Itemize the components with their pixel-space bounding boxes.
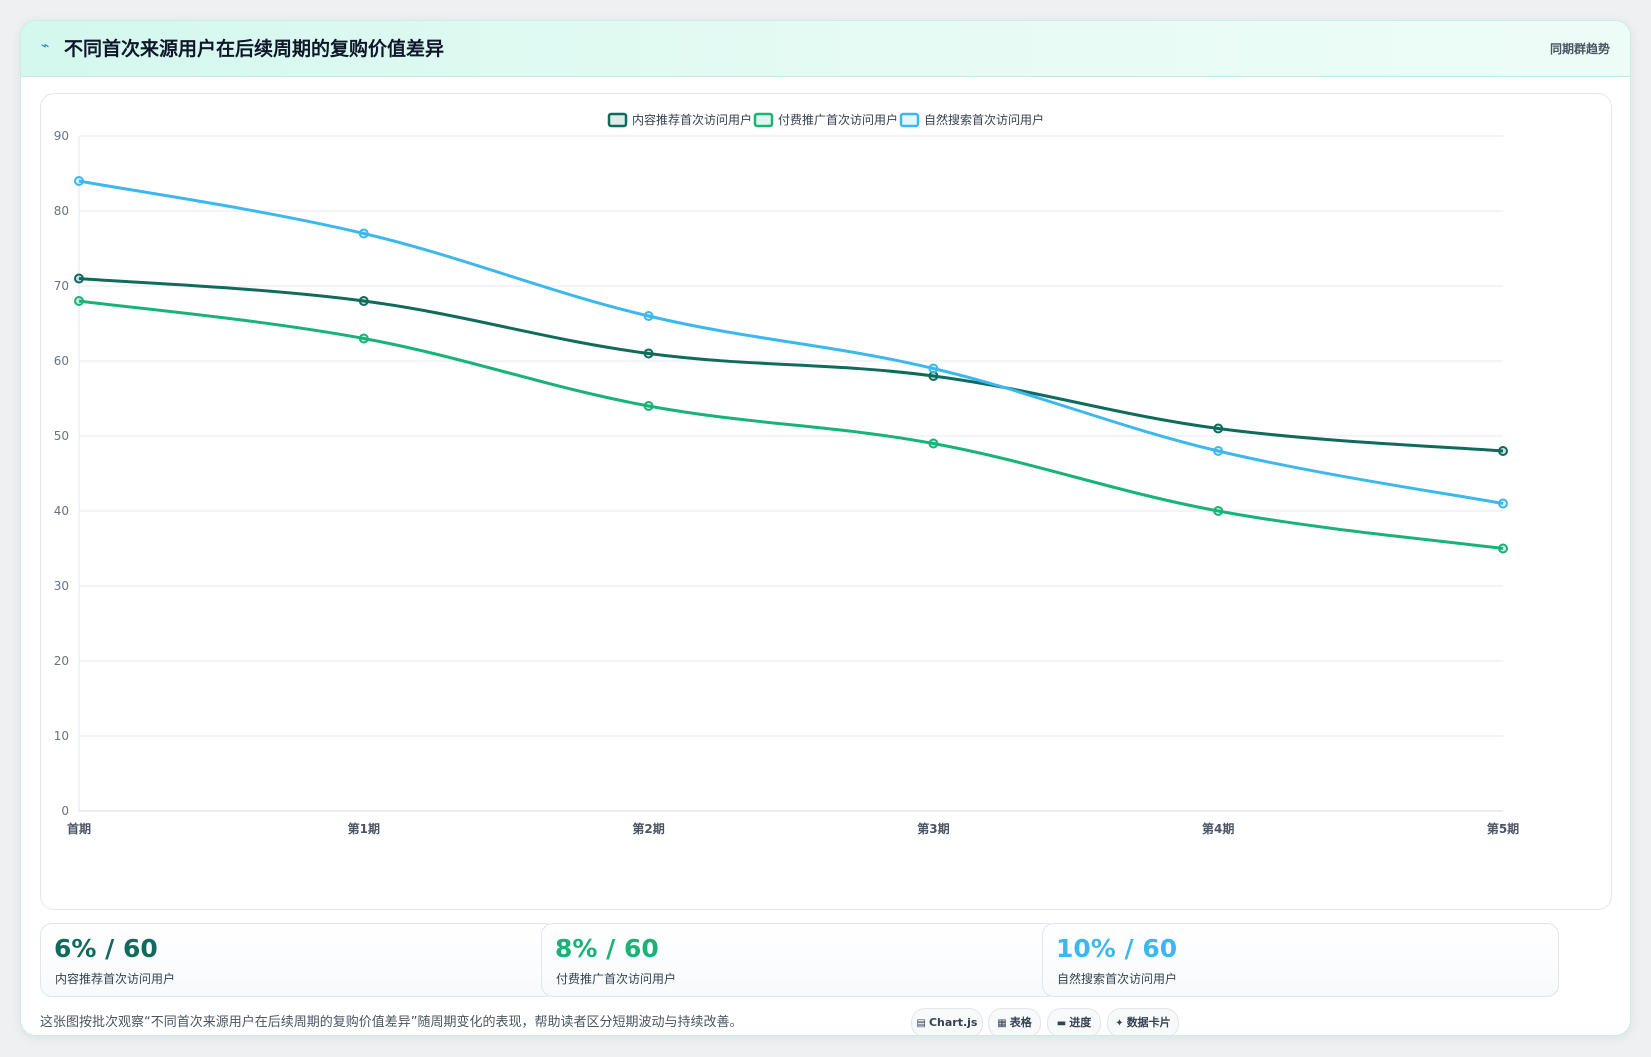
data-point [1213,446,1224,456]
stat-value: 10% / 60 [1056,934,1178,963]
stat-label: 自然搜索首次访问用户 [1057,972,1178,986]
y-tick-label: 50 [54,429,69,443]
y-tick-label: 40 [54,504,69,518]
x-tick-label: 第5期 [1487,821,1519,836]
data-point [928,363,939,374]
chip-table[interactable]: ▦ 表格 [988,1008,1041,1035]
y-tick-label: 10 [54,729,69,743]
x-tick-label: 第3期 [917,821,949,836]
header-tag: 同期群趋势 [1549,42,1610,56]
y-tick-label: 60 [54,354,69,368]
line-chart: 0 10 20 30 40 50 60 70 80 90 首期 第1期 第2期 第3期 第4期 第5期 内容推荐… [54,112,1519,836]
chart-icon: ▤ [916,1018,926,1029]
page-title: 不同首次来源用户在后续周期的复购价值差异 [64,38,445,60]
y-tick-label: 0 [61,804,69,818]
chart-description: 这张图按批次观察“不同首次来源用户在后续周期的复购价值差异”随周期变化的表现，帮… [40,1015,743,1030]
progress-icon: ▬ [1056,1018,1067,1029]
y-tick-label: 70 [54,279,69,293]
data-point [358,228,369,239]
legend-item: 内容推荐首次访问用户 [607,112,752,128]
data-point [643,401,654,411]
data-point [358,296,369,306]
stat-card: 10% / 60 自然搜索首次访问用户 [1042,923,1559,997]
chip-chartjs[interactable]: ▤ Chart.js [911,1008,983,1035]
data-point [74,273,84,284]
legend-item: 自然搜索首次访问用户 [899,112,1044,128]
stat-card: 8% / 60 付费推广首次访问用户 [541,923,1058,997]
y-tick-label: 20 [54,654,69,668]
y-tick-label: 80 [54,204,69,218]
data-point [928,438,939,449]
trend-line-icon: ⌁ [41,38,50,54]
data-point [1213,423,1224,434]
x-tick-label: 第2期 [632,821,664,836]
legend-swatch [899,112,920,128]
legend-swatch [607,112,628,128]
data-point [74,176,84,186]
dashboard-card: ⌁ 不同首次来源用户在后续周期的复购价值差异 同期群趋势 0 10 20 30 40 50… [20,20,1631,1036]
y-tick-label: 90 [54,129,69,143]
table-icon: ▦ [997,1018,1007,1029]
chip-label: Chart.js [928,1016,978,1029]
x-tick-label: 第4期 [1202,821,1234,836]
data-point [643,348,654,359]
stat-card: 6% / 60 内容推荐首次访问用户 [40,923,557,997]
legend-swatch [753,112,774,128]
x-tick-label: 第1期 [348,821,380,836]
stat-cards: 6% / 60 内容推荐首次访问用户 8% / 60 付费推广首次访问用户 10… [40,923,1612,997]
data-point [74,296,84,306]
stat-label: 内容推荐首次访问用户 [55,972,176,986]
chip-label: 数据卡片 [1126,1016,1171,1029]
chip-data-card[interactable]: ✦ 数据卡片 [1107,1008,1179,1035]
card-header: ⌁ 不同首次来源用户在后续周期的复购价值差异 同期群趋势 [21,21,1630,77]
data-point [1498,543,1508,554]
chart-container: 0 10 20 30 40 50 60 70 80 90 首期 第1期 第2期 第3期 第4期 第5期 内容推荐… [40,93,1612,910]
data-point [643,311,654,321]
data-point [1213,506,1224,516]
data-point [1498,446,1508,456]
stat-value: 6% / 60 [54,934,158,963]
stat-value: 8% / 60 [555,934,659,963]
x-tick-label: 首期 [67,821,91,836]
chip-label: 进度 [1069,1016,1092,1029]
spark-icon: ✦ [1115,1018,1124,1029]
series-line [78,299,1504,550]
data-point [1498,498,1508,509]
stat-label: 付费推广首次访问用户 [556,972,677,986]
series-line [78,277,1504,453]
y-tick-label: 30 [54,579,69,593]
chip-progress[interactable]: ▬ 进度 [1047,1008,1101,1035]
series-line [78,179,1504,505]
legend-label: 内容推荐首次访问用户 [632,112,752,127]
legend-label: 自然搜索首次访问用户 [924,112,1044,127]
chip-label: 表格 [1009,1016,1032,1029]
legend-item: 付费推广首次访问用户 [753,112,898,128]
data-point [358,333,369,344]
legend-label: 付费推广首次访问用户 [778,112,898,127]
